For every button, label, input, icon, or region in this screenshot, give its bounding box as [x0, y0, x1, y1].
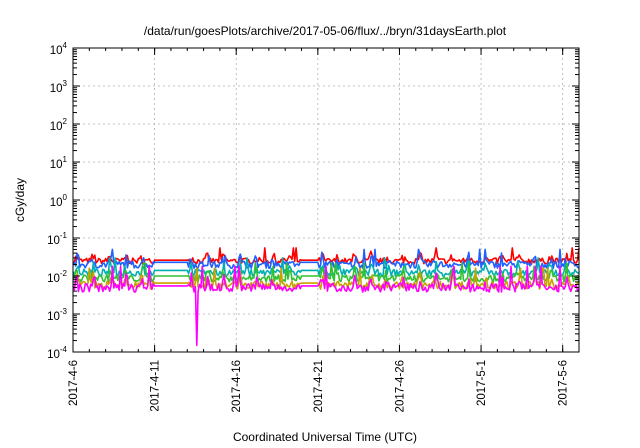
series-line [72, 248, 580, 269]
series-layer [72, 247, 580, 347]
y-tick-label: 101 [50, 155, 68, 171]
x-tick-label: 2017-4-16 [231, 360, 243, 412]
x-tick-label: 2017-4-26 [394, 360, 406, 412]
x-tick-label: 2017-4-11 [150, 360, 162, 412]
grid [72, 48, 579, 352]
y-tick-label: 100 [50, 193, 68, 209]
x-tick-label: 2017-4-6 [68, 360, 80, 406]
y-tick-label: 104 [50, 41, 68, 57]
y-tick-label: 103 [50, 79, 68, 95]
y-axis: 10-4 10-3 10-2 10-1 100 101 102 103 104 [47, 41, 579, 361]
series-line [72, 267, 580, 290]
x-axis: 2017-4-6 2017-4-11 2017-4-16 2017-4-21 2017-… [68, 48, 580, 412]
chart-title: /data/run/goesPlots/archive/2017-05-06/f… [144, 24, 507, 38]
y-tick-label: 102 [50, 117, 68, 133]
series-line [72, 265, 580, 347]
y-tick-label: 10-2 [47, 269, 67, 285]
y-tick-label: 10-1 [47, 231, 67, 247]
x-tick-label: 2017-5-6 [558, 360, 570, 406]
x-axis-label: Coordinated Universal Time (UTC) [233, 430, 417, 444]
y-axis-label: cGy/day [13, 178, 27, 222]
series-line [72, 247, 580, 265]
x-tick-label: 2017-4-21 [313, 360, 325, 412]
y-tick-label: 10-3 [47, 307, 67, 323]
x-tick-label: 2017-5-1 [476, 360, 488, 406]
y-tick-label: 10-4 [47, 345, 67, 361]
